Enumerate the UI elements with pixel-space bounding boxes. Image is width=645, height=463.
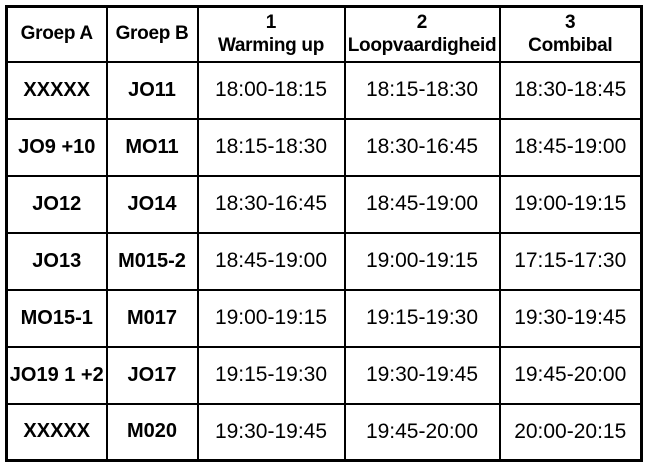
time-cell: 19:30-19:45 bbox=[498, 288, 643, 348]
col-header-loopvaardigheid: 2 Loopvaardigheid bbox=[343, 5, 501, 63]
time-cell: 20:00-20:15 bbox=[498, 402, 643, 462]
schedule-table-header: Groep A Groep B 1 Warming up 2 Loopvaard… bbox=[5, 5, 643, 63]
group-cell: M017 bbox=[105, 288, 199, 348]
time-cell: 19:30-19:45 bbox=[196, 402, 346, 462]
col-header-number: 3 bbox=[564, 11, 576, 33]
table-row: XXXXX JO11 18:00-18:15 18:15-18:30 18:30-18:… bbox=[5, 60, 643, 120]
time-cell: 18:45-19:00 bbox=[343, 174, 501, 234]
group-cell: JO17 bbox=[105, 345, 199, 405]
time-cell: 19:00-19:15 bbox=[196, 288, 346, 348]
col-header-groep-a: Groep A bbox=[5, 5, 108, 63]
col-header-label: Combibal bbox=[528, 35, 613, 57]
table-row: JO9 +10 MO11 18:15-18:30 18:30-16:45 18:45-1… bbox=[5, 117, 643, 177]
time-cell: 19:15-19:30 bbox=[196, 345, 346, 405]
group-cell: XXXXX bbox=[5, 402, 108, 462]
group-cell: JO14 bbox=[105, 174, 199, 234]
time-cell: 18:45-19:00 bbox=[498, 117, 643, 177]
group-cell: MO15-1 bbox=[5, 288, 108, 348]
group-cell: JO19 1 +2 bbox=[5, 345, 108, 405]
col-header-number: 2 bbox=[416, 11, 428, 33]
time-cell: 19:15-19:30 bbox=[343, 288, 501, 348]
time-cell: 19:00-19:15 bbox=[343, 231, 501, 291]
table-row: MO15-1 M017 19:00-19:15 19:15-19:30 19:30-19… bbox=[5, 288, 643, 348]
col-header-label: Groep B bbox=[115, 23, 189, 45]
group-cell: JO9 +10 bbox=[5, 117, 108, 177]
group-cell: JO12 bbox=[5, 174, 108, 234]
col-header-label: Groep A bbox=[20, 23, 93, 45]
time-cell: 18:00-18:15 bbox=[196, 60, 346, 120]
time-cell: 18:15-18:30 bbox=[196, 117, 346, 177]
col-header-number: 1 bbox=[265, 11, 277, 33]
time-cell: 19:00-19:15 bbox=[498, 174, 643, 234]
time-cell: 19:45-20:00 bbox=[498, 345, 643, 405]
table-row: JO19 1 +2 JO17 19:15-19:30 19:30-19:45 19:45… bbox=[5, 345, 643, 405]
schedule-table: Groep A Groep B 1 Warming up 2 Loopvaard… bbox=[5, 5, 643, 462]
time-cell: 18:30-16:45 bbox=[196, 174, 346, 234]
time-cell: 18:30-18:45 bbox=[498, 60, 643, 120]
group-cell: M020 bbox=[105, 402, 199, 462]
table-row: XXXXX M020 19:30-19:45 19:45-20:00 20:00-20:… bbox=[5, 402, 643, 462]
col-header-groep-b: Groep B bbox=[105, 5, 199, 63]
group-cell: M015-2 bbox=[105, 231, 199, 291]
col-header-label: Warming up bbox=[217, 35, 325, 57]
group-cell: MO11 bbox=[105, 117, 199, 177]
time-cell: 19:45-20:00 bbox=[343, 402, 501, 462]
header-row: Groep A Groep B 1 Warming up 2 Loopvaard… bbox=[5, 5, 643, 63]
col-header-combibal: 3 Combibal bbox=[498, 5, 643, 63]
table-row: JO12 JO14 18:30-16:45 18:45-19:00 19:00-19:1… bbox=[5, 174, 643, 234]
time-cell: 19:30-19:45 bbox=[343, 345, 501, 405]
col-header-label: Loopvaardigheid bbox=[347, 35, 497, 57]
col-header-warming-up: 1 Warming up bbox=[196, 5, 346, 63]
schedule-table-body: XXXXX JO11 18:00-18:15 18:15-18:30 18:30-18:… bbox=[5, 60, 643, 462]
table-row: JO13 M015-2 18:45-19:00 19:00-19:15 17:15-17… bbox=[5, 231, 643, 291]
time-cell: 18:15-18:30 bbox=[343, 60, 501, 120]
time-cell: 17:15-17:30 bbox=[498, 231, 643, 291]
time-cell: 18:45-19:00 bbox=[196, 231, 346, 291]
group-cell: JO13 bbox=[5, 231, 108, 291]
group-cell: JO11 bbox=[105, 60, 199, 120]
group-cell: XXXXX bbox=[5, 60, 108, 120]
time-cell: 18:30-16:45 bbox=[343, 117, 501, 177]
